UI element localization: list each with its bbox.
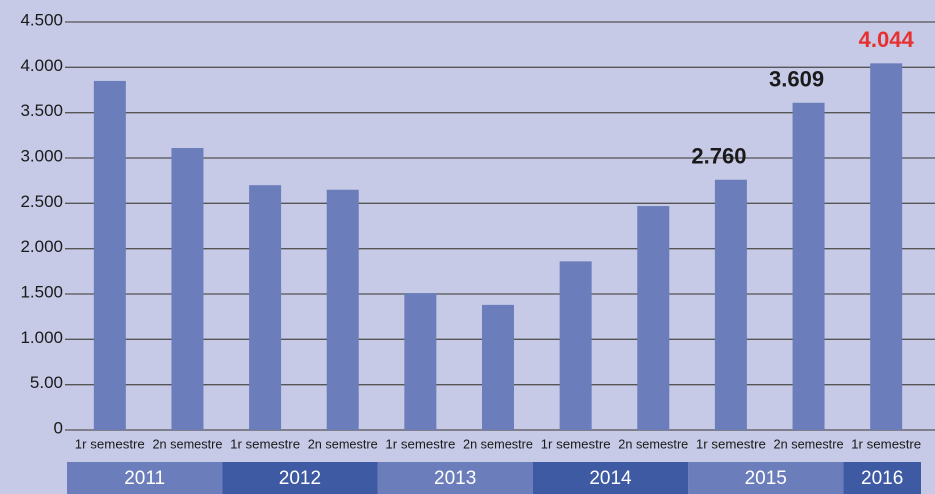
- x-tick-label: 2n semestre: [308, 436, 378, 451]
- year-label: 2016: [861, 468, 903, 489]
- year-band: [532, 462, 689, 494]
- year-label: 2011: [124, 468, 165, 489]
- year-label: 2013: [434, 468, 476, 489]
- year-band: [688, 462, 844, 494]
- x-tick-label: 2n semestre: [152, 436, 222, 451]
- bar: [559, 261, 592, 430]
- y-tick-label: 1.500: [20, 282, 63, 301]
- bar: [870, 63, 903, 431]
- y-tick-label: 2.000: [20, 237, 63, 256]
- bar: [637, 206, 670, 430]
- x-tick-label: 1r semestre: [541, 436, 611, 451]
- year-band: [222, 462, 378, 494]
- x-tick-label: 1r semestre: [230, 436, 300, 451]
- y-tick-label: 2.500: [20, 192, 63, 211]
- y-tick-label: 1.000: [20, 328, 63, 347]
- value-label: 3.609: [769, 67, 824, 92]
- bar: [482, 304, 514, 430]
- bar: [249, 185, 282, 430]
- year-label: 2014: [589, 468, 632, 489]
- bar: [171, 148, 204, 430]
- year-band: [843, 462, 921, 494]
- y-tick-label: 3.000: [20, 146, 63, 165]
- bar: [792, 102, 825, 430]
- y-tick-label: 0: [54, 418, 63, 437]
- value-label: 4.044: [859, 27, 915, 52]
- value-label: 2.760: [691, 144, 746, 169]
- bar: [404, 293, 437, 430]
- year-label: 2015: [745, 468, 787, 489]
- x-tick-label: 2n semestre: [463, 436, 533, 451]
- year-band: [67, 462, 223, 494]
- y-tick-label: 5.00: [30, 373, 63, 392]
- x-tick-label: 2n semestre: [618, 436, 688, 451]
- year-band: [377, 462, 533, 494]
- y-tick-label: 3.500: [20, 101, 63, 120]
- x-tick-label: 1r semestre: [851, 436, 921, 451]
- x-tick-label: 1r semestre: [75, 436, 145, 451]
- x-tick-label: 1r semestre: [385, 436, 455, 451]
- y-tick-label: 4.000: [20, 56, 63, 75]
- bar: [93, 80, 126, 430]
- bar: [714, 179, 747, 430]
- x-tick-label: 2n semestre: [774, 436, 844, 451]
- bar: [326, 189, 359, 430]
- x-tick-label: 1r semestre: [696, 436, 766, 451]
- y-tick-label: 4.500: [20, 10, 63, 29]
- year-label: 2012: [279, 468, 321, 489]
